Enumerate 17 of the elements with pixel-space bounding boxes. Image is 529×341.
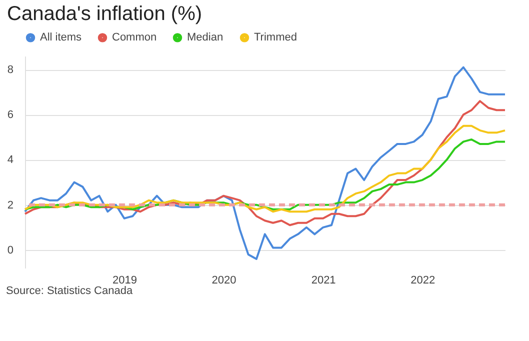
- y-tick-label: 0: [7, 244, 14, 256]
- y-tick-label: 8: [7, 64, 14, 76]
- x-tick-label: 2020: [212, 274, 236, 286]
- y-tick-label: 2: [7, 199, 14, 212]
- chart-title: Canada's inflation (%): [7, 3, 202, 25]
- legend-label: Trimmed: [254, 32, 297, 44]
- legend-label: All items: [40, 32, 82, 44]
- x-tick-label: 2021: [311, 274, 336, 286]
- source-note: Source: Statistics Canada: [6, 285, 134, 297]
- y-tick-label: 4: [7, 154, 14, 166]
- x-tick-label: 2019: [112, 274, 138, 286]
- line-series: [24, 66, 506, 260]
- line-series: [24, 124, 506, 213]
- legend-label: Common: [112, 32, 157, 44]
- legend-label: Median: [187, 32, 224, 44]
- x-tick-label: 2022: [410, 274, 436, 286]
- y-tick-label: 6: [7, 109, 14, 122]
